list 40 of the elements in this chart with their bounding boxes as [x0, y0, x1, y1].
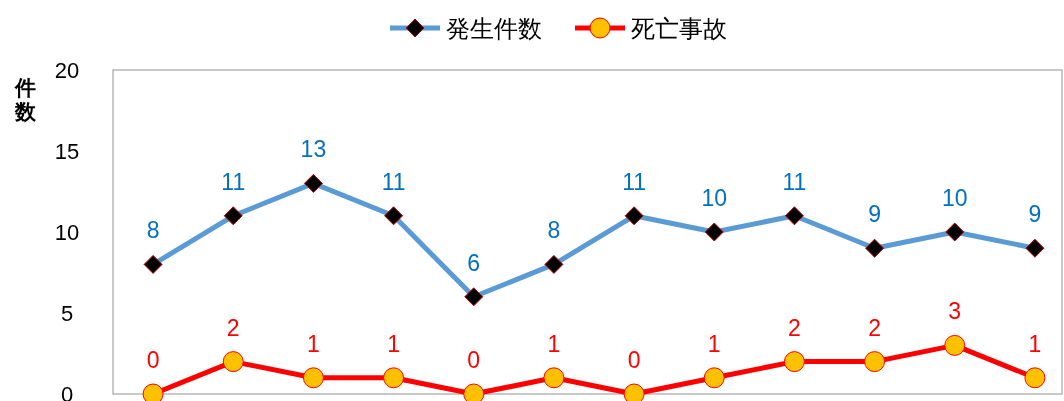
data-label: 11 — [221, 168, 246, 195]
data-label: 2 — [226, 314, 240, 341]
data-label: 6 — [467, 249, 481, 276]
data-label: 11 — [622, 168, 647, 195]
data-label: 10 — [941, 185, 968, 211]
data-label: 0 — [627, 347, 641, 373]
data-label: 2 — [868, 314, 881, 341]
point — [864, 351, 886, 373]
data-label: 11 — [381, 168, 406, 195]
data-label: 8 — [146, 217, 160, 244]
data-label: 1 — [307, 330, 320, 357]
point — [302, 367, 324, 389]
legend-label: 発生件数 — [446, 15, 542, 42]
data-label: 2 — [788, 314, 801, 341]
data-label: 3 — [948, 298, 962, 325]
legend-label: 死亡事故 — [631, 15, 727, 42]
point — [783, 351, 805, 373]
y-tick-label: 10 — [54, 220, 80, 245]
data-label: 1 — [707, 330, 721, 357]
y-tick-label: 20 — [54, 58, 80, 83]
y-axis-title: 件数 — [13, 76, 37, 123]
data-label: 0 — [146, 347, 160, 373]
point — [383, 367, 405, 389]
data-label: 10 — [701, 185, 728, 211]
data-label: 1 — [387, 330, 400, 357]
data-label: 1 — [547, 330, 561, 357]
point — [703, 367, 725, 389]
y-tick-label: 5 — [60, 301, 74, 326]
point — [222, 351, 244, 373]
data-label: 13 — [300, 136, 327, 163]
data-label: 11 — [782, 168, 807, 195]
point — [944, 334, 966, 356]
data-label: 9 — [1028, 201, 1042, 228]
point — [1024, 367, 1046, 389]
data-label: 1 — [1028, 330, 1042, 357]
data-label: 0 — [467, 347, 481, 373]
data-label: 9 — [868, 201, 881, 228]
point — [543, 367, 565, 389]
y-tick-label: 15 — [54, 139, 80, 164]
data-label: 8 — [547, 217, 561, 244]
